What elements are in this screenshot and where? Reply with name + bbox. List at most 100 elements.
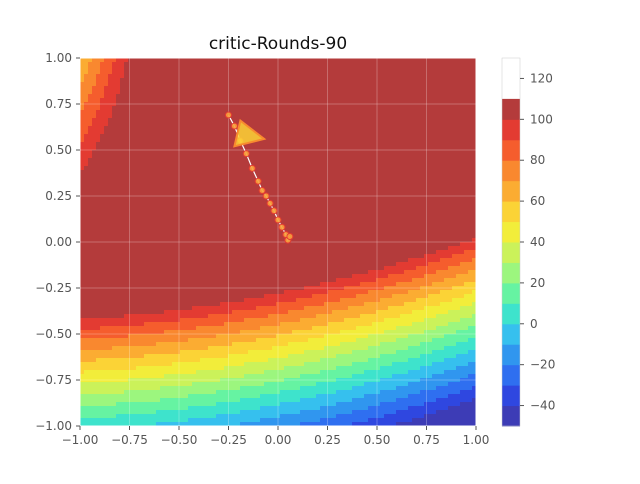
contour-cell (196, 262, 201, 267)
contour-cell (112, 194, 117, 199)
contour-cell (188, 386, 193, 391)
contour-cell (228, 342, 233, 347)
contour-cell (168, 326, 173, 331)
contour-cell (216, 306, 221, 311)
contour-cell (152, 262, 157, 267)
contour-cell (232, 230, 237, 235)
contour-cell (80, 238, 85, 243)
contour-cell (172, 70, 177, 75)
contour-cell (172, 198, 177, 203)
contour-cell (204, 150, 209, 155)
contour-cell (224, 398, 229, 403)
contour-cell (180, 174, 185, 179)
contour-cell (136, 226, 141, 231)
contour-cell (244, 382, 249, 387)
contour-cell (260, 202, 265, 207)
contour-cell (248, 322, 253, 327)
contour-cell (156, 58, 161, 63)
contour-cell (200, 158, 205, 163)
contour-cell (164, 270, 169, 275)
contour-cell (280, 346, 285, 351)
contour-cell (88, 62, 93, 67)
contour-cell (132, 422, 137, 427)
contour-cell (140, 406, 145, 411)
contour-cell (152, 414, 157, 419)
contour-cell (268, 230, 273, 235)
contour-cell (232, 166, 237, 171)
contour-cell (160, 406, 165, 411)
contour-cell (100, 358, 105, 363)
contour-cell (152, 326, 157, 331)
contour-cell (88, 414, 93, 419)
contour-cell (176, 378, 181, 383)
contour-cell (268, 414, 273, 419)
contour-cell (92, 358, 97, 363)
contour-cell (220, 62, 225, 67)
contour-cell (96, 130, 101, 135)
contour-cell (256, 170, 261, 175)
contour-cell (144, 122, 149, 127)
contour-cell (208, 274, 213, 279)
contour-cell (140, 162, 145, 167)
contour-cell (164, 378, 169, 383)
contour-cell (144, 222, 149, 227)
contour-cell (108, 350, 113, 355)
contour-cell (132, 162, 137, 167)
contour-cell (100, 194, 105, 199)
contour-cell (80, 214, 85, 219)
contour-cell (256, 358, 261, 363)
contour-cell (172, 134, 177, 139)
contour-cell (140, 154, 145, 159)
contour-cell (224, 326, 229, 331)
contour-cell (200, 334, 205, 339)
contour-cell (276, 118, 281, 123)
contour-cell (80, 82, 85, 87)
contour-cell (296, 94, 301, 99)
contour-cell (228, 66, 233, 71)
contour-cell (256, 266, 261, 271)
contour-cell (200, 182, 205, 187)
contour-cell (200, 94, 205, 99)
contour-cell (216, 298, 221, 303)
contour-cell (240, 162, 245, 167)
contour-cell (164, 334, 169, 339)
contour-cell (136, 126, 141, 131)
contour-cell (204, 330, 209, 335)
contour-cell (156, 154, 161, 159)
contour-cell (292, 186, 297, 191)
contour-cell (244, 298, 249, 303)
contour-cell (268, 70, 273, 75)
contour-cell (108, 62, 113, 67)
contour-cell (176, 110, 181, 115)
contour-cell (124, 350, 129, 355)
contour-cell (276, 178, 281, 183)
contour-cell (124, 58, 129, 63)
contour-cell (292, 274, 297, 279)
contour-cell (240, 94, 245, 99)
contour-cell (128, 110, 133, 115)
contour-cell (180, 410, 185, 415)
contour-cell (288, 254, 293, 259)
contour-cell (88, 194, 93, 199)
contour-cell (152, 362, 157, 367)
contour-cell (92, 86, 97, 91)
contour-cell (244, 390, 249, 395)
contour-cell (236, 202, 241, 207)
contour-cell (92, 234, 97, 239)
contour-cell (92, 190, 97, 195)
contour-cell (96, 186, 101, 191)
contour-cell (104, 118, 109, 123)
contour-cell (88, 274, 93, 279)
contour-cell (252, 318, 257, 323)
contour-cell (104, 202, 109, 207)
contour-cell (100, 58, 105, 63)
contour-cell (168, 378, 173, 383)
contour-cell (108, 250, 113, 255)
contour-cell (120, 222, 125, 227)
contour-cell (236, 370, 241, 375)
contour-cell (136, 318, 141, 323)
contour-cell (220, 130, 225, 135)
contour-cell (160, 198, 165, 203)
contour-cell (168, 62, 173, 67)
contour-cell (156, 274, 161, 279)
